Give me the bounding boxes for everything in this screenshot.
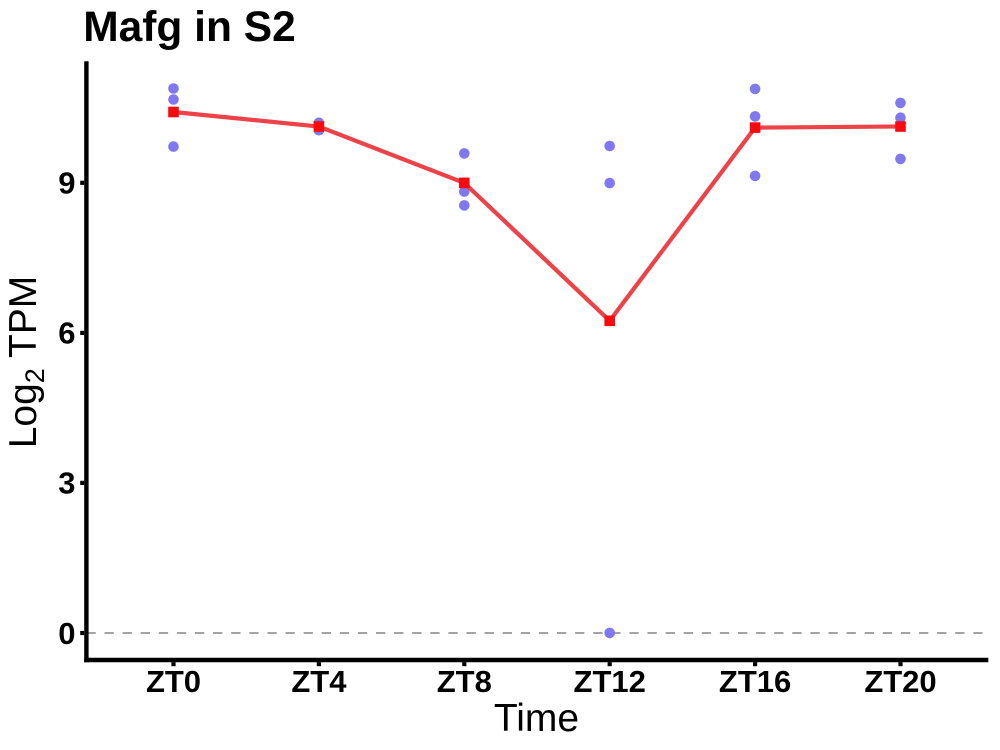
svg-text:0: 0	[58, 616, 75, 651]
svg-text:ZT0: ZT0	[146, 664, 201, 699]
svg-text:ZT4: ZT4	[291, 664, 347, 699]
svg-text:Log2 TPM: Log2 TPM	[2, 276, 50, 449]
svg-text:3: 3	[58, 466, 75, 501]
svg-text:ZT20: ZT20	[864, 664, 936, 699]
svg-text:ZT12: ZT12	[574, 664, 646, 699]
svg-text:ZT8: ZT8	[437, 664, 492, 699]
svg-text:ZT16: ZT16	[719, 664, 791, 699]
svg-text:9: 9	[58, 166, 75, 201]
svg-text:Mafg in S2: Mafg in S2	[83, 4, 296, 51]
svg-text:Time: Time	[494, 697, 579, 740]
svg-text:6: 6	[58, 316, 75, 351]
